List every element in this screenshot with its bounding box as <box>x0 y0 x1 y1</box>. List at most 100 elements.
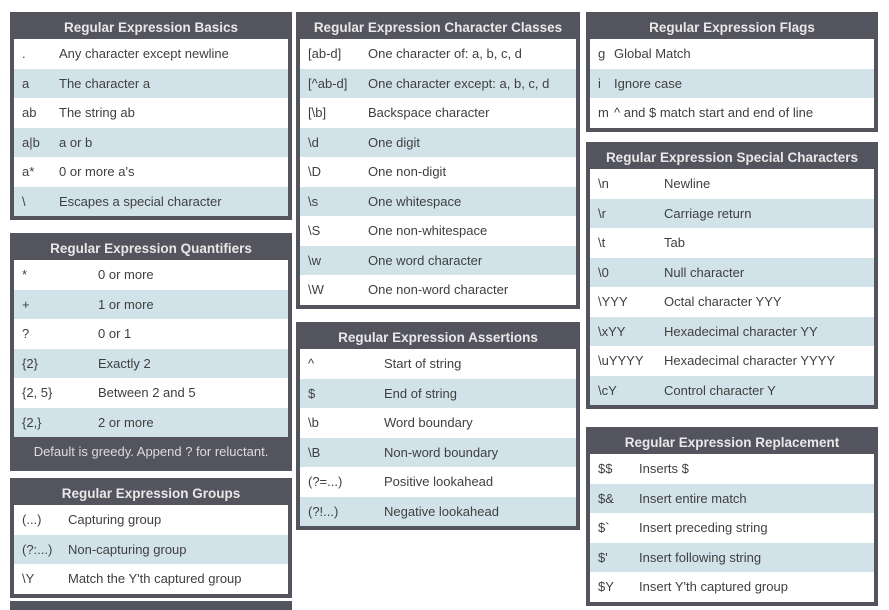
cutoff-next-table-header <box>10 601 292 610</box>
regex-quantifiers-title: Regular Expression Quantifiers <box>14 237 288 260</box>
pattern-description: 0 or 1 <box>98 326 132 342</box>
regex-special-characters-title: Regular Expression Special Characters <box>590 146 874 169</box>
table-row: . Any character except newline <box>14 39 288 69</box>
pattern-symbol: $& <box>598 490 614 506</box>
pattern-description: One character of: a, b, c, d <box>368 46 522 62</box>
pattern-description: Octal character YYY <box>664 294 782 310</box>
regex-basics-rows: . Any character except newline a The cha… <box>14 39 288 216</box>
table-row: [ab-d] One character of: a, b, c, d <box>300 39 576 69</box>
pattern-description: Insert entire match <box>639 490 747 506</box>
regex-groups-table: Regular Expression Groups (...) Capturin… <box>10 478 292 598</box>
pattern-symbol: (?!...) <box>308 503 339 519</box>
table-row: ? 0 or 1 <box>14 319 288 349</box>
regex-replacement-table: Regular Expression Replacement $$ Insert… <box>586 427 878 606</box>
regex-groups-rows: (...) Capturing group (?:...) Non-captur… <box>14 505 288 594</box>
pattern-description: The character a <box>59 75 151 91</box>
table-row: \xYY Hexadecimal character YY <box>590 316 874 346</box>
pattern-symbol: \cY <box>598 382 617 398</box>
pattern-description: Global Match <box>614 46 691 62</box>
pattern-description: Hexadecimal character YYYY <box>664 353 836 369</box>
table-row: a The character a <box>14 68 288 98</box>
pattern-symbol: i <box>598 75 601 91</box>
pattern-symbol: \S <box>308 223 321 239</box>
pattern-symbol: \D <box>308 164 321 180</box>
pattern-description: One non-word character <box>368 282 509 298</box>
regex-assertions-table: Regular Expression Assertions ^ Start of… <box>296 322 580 530</box>
table-row: \B Non-word boundary <box>300 437 576 467</box>
table-row: a* 0 or more a's <box>14 157 288 187</box>
pattern-symbol: \B <box>308 444 321 460</box>
table-row: [^ab-d] One character except: a, b, c, d <box>300 68 576 98</box>
pattern-description: Insert preceding string <box>639 520 768 536</box>
pattern-description: ^ and $ match start and end of line <box>614 105 814 121</box>
table-row: g Global Match <box>590 39 874 69</box>
table-row: \W One non-word character <box>300 275 576 305</box>
pattern-description: One word character <box>368 252 483 268</box>
pattern-symbol: + <box>22 296 30 312</box>
regex-flags-title: Regular Expression Flags <box>590 16 874 39</box>
table-row: \s One whitespace <box>300 186 576 216</box>
pattern-symbol: \t <box>598 235 606 251</box>
pattern-symbol: (...) <box>22 512 42 528</box>
pattern-symbol: a|b <box>22 134 40 150</box>
pattern-description: One character except: a, b, c, d <box>368 75 550 91</box>
table-row: * 0 or more <box>14 260 288 290</box>
pattern-symbol: [\b] <box>308 105 327 121</box>
regex-assertions-rows: ^ Start of string $ End of string \b Wor… <box>300 349 576 526</box>
pattern-symbol: g <box>598 46 606 62</box>
table-row: \d One digit <box>300 127 576 157</box>
table-row: ^ Start of string <box>300 349 576 379</box>
table-row: (...) Capturing group <box>14 505 288 535</box>
table-row: \S One non-whitespace <box>300 216 576 246</box>
table-row: \b Word boundary <box>300 408 576 438</box>
pattern-description: Ignore case <box>614 75 682 91</box>
pattern-description: 0 or more <box>98 267 154 283</box>
pattern-description: Insert following string <box>639 549 762 565</box>
regex-character-classes-title: Regular Expression Character Classes <box>300 16 576 39</box>
table-row: \YYY Octal character YYY <box>590 287 874 317</box>
regex-assertions-title: Regular Expression Assertions <box>300 326 576 349</box>
regex-character-classes-rows: [ab-d] One character of: a, b, c, d [^ab… <box>300 39 576 305</box>
regex-basics-title: Regular Expression Basics <box>14 16 288 39</box>
pattern-symbol: ab <box>22 105 37 121</box>
pattern-description: Start of string <box>384 356 462 372</box>
pattern-symbol: \n <box>598 176 609 192</box>
pattern-symbol: $ <box>308 385 316 401</box>
pattern-description: Inserts $ <box>639 461 689 477</box>
pattern-symbol: \uYYYY <box>598 353 644 369</box>
pattern-description: Newline <box>664 176 711 192</box>
pattern-description: Non-capturing group <box>68 541 187 557</box>
table-row: a|b a or b <box>14 127 288 157</box>
regex-quantifiers-footnote: Default is greedy. Append ? for reluctan… <box>14 437 288 467</box>
pattern-description: Carriage return <box>664 205 752 221</box>
pattern-symbol: $' <box>598 549 608 565</box>
pattern-symbol: ^ <box>308 356 315 372</box>
pattern-description: 2 or more <box>98 414 154 430</box>
table-row: [\b] Backspace character <box>300 98 576 128</box>
table-row: (?!...) Negative lookahead <box>300 496 576 526</box>
pattern-description: One digit <box>368 134 421 150</box>
pattern-symbol: \xYY <box>598 323 626 339</box>
pattern-symbol: \ <box>22 193 26 209</box>
table-row: \Y Match the Y'th captured group <box>14 564 288 594</box>
table-row: $ End of string <box>300 378 576 408</box>
pattern-description: One whitespace <box>368 193 462 209</box>
pattern-description: Capturing group <box>68 512 162 528</box>
regex-quantifiers-rows: * 0 or more + 1 or more ? 0 or 1 {2} Exa… <box>14 260 288 437</box>
pattern-description: Hexadecimal character YY <box>664 323 818 339</box>
pattern-symbol: \b <box>308 415 319 431</box>
pattern-description: Insert Y'th captured group <box>639 579 788 595</box>
pattern-description: Word boundary <box>384 415 473 431</box>
regex-special-characters-rows: \n Newline \r Carriage return \t Tab \0 … <box>590 169 874 405</box>
pattern-symbol: m <box>598 105 609 121</box>
pattern-description: Null character <box>664 264 745 280</box>
pattern-description: Control character Y <box>664 382 776 398</box>
pattern-symbol: a* <box>22 164 35 180</box>
table-row: m ^ and $ match start and end of line <box>590 98 874 128</box>
table-row: \0 Null character <box>590 257 874 287</box>
regex-flags-rows: g Global Match i Ignore case m ^ and $ m… <box>590 39 874 128</box>
table-row: (?:...) Non-capturing group <box>14 534 288 564</box>
table-row: \w One word character <box>300 245 576 275</box>
regex-special-characters-table: Regular Expression Special Characters \n… <box>586 142 878 409</box>
pattern-symbol: a <box>22 75 30 91</box>
